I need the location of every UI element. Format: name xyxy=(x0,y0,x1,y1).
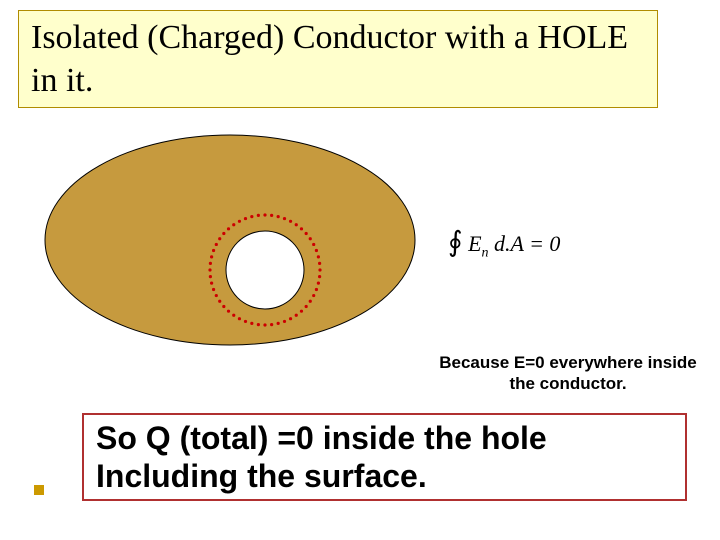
gaussian-dot xyxy=(244,217,247,220)
gaussian-dot xyxy=(315,288,318,291)
gaussian-dot xyxy=(238,220,241,223)
gaussian-dot xyxy=(300,227,303,230)
gaussian-dot xyxy=(289,317,292,320)
gaussian-dot xyxy=(257,323,260,326)
gaussian-dot xyxy=(295,314,298,317)
gaussian-dot xyxy=(315,249,318,252)
gaussian-dot xyxy=(309,300,312,303)
gaussian-dot xyxy=(222,305,225,308)
eq-E: E xyxy=(468,231,481,256)
gaussian-dot xyxy=(318,275,321,278)
conclusion-box: So Q (total) =0 inside the hole Includin… xyxy=(82,413,687,501)
gaussian-dot xyxy=(208,268,211,271)
gaussian-dot xyxy=(222,232,225,235)
gaussian-dot xyxy=(232,314,235,317)
slide-title: Isolated (Charged) Conductor with a HOLE… xyxy=(31,17,645,102)
gaussian-dot xyxy=(218,237,221,240)
gaussian-dot xyxy=(289,220,292,223)
conductor-diagram xyxy=(40,130,420,350)
gaussian-dot xyxy=(312,294,315,297)
gaussian-dot xyxy=(317,282,320,285)
gaussian-dot xyxy=(283,320,286,323)
gauss-equation: ∮ En d.A = 0 xyxy=(448,225,560,261)
gaussian-dot xyxy=(227,310,230,313)
gaussian-dot xyxy=(232,223,235,226)
gaussian-dot xyxy=(215,243,218,246)
gaussian-dot xyxy=(227,227,230,230)
integral-sign: ∮ xyxy=(448,227,463,258)
gaussian-dot xyxy=(270,323,273,326)
gaussian-dot xyxy=(309,237,312,240)
gaussian-dot xyxy=(318,262,321,265)
gaussian-dot xyxy=(250,322,253,325)
gaussian-dot xyxy=(283,217,286,220)
eq-sub-n: n xyxy=(482,245,489,260)
gaussian-dot xyxy=(257,214,260,217)
gaussian-dot xyxy=(318,268,321,271)
gaussian-dot xyxy=(209,275,212,278)
accent-square xyxy=(34,485,44,495)
gaussian-dot xyxy=(218,300,221,303)
gaussian-dot xyxy=(210,255,213,258)
gaussian-dot xyxy=(212,288,215,291)
gaussian-dot xyxy=(317,255,320,258)
gaussian-dot xyxy=(238,317,241,320)
gaussian-dot xyxy=(312,243,315,246)
conductor-ellipse xyxy=(45,135,415,345)
gaussian-dot xyxy=(270,214,273,217)
hole-circle xyxy=(226,231,304,309)
gaussian-dot xyxy=(244,320,247,323)
gaussian-dot xyxy=(305,305,308,308)
conclusion-text: So Q (total) =0 inside the hole Includin… xyxy=(96,419,673,496)
because-text: Because E=0 everywhere inside the conduc… xyxy=(428,352,708,395)
gaussian-dot xyxy=(209,262,212,265)
gaussian-dot xyxy=(212,249,215,252)
gaussian-dot xyxy=(277,322,280,325)
gaussian-dot xyxy=(250,215,253,218)
gaussian-dot xyxy=(305,232,308,235)
gaussian-dot xyxy=(263,323,266,326)
gaussian-dot xyxy=(300,310,303,313)
gaussian-dot xyxy=(210,282,213,285)
gaussian-dot xyxy=(277,215,280,218)
gaussian-dot xyxy=(295,223,298,226)
eq-rest: d.A = 0 xyxy=(489,231,561,256)
gaussian-dot xyxy=(215,294,218,297)
title-box: Isolated (Charged) Conductor with a HOLE… xyxy=(18,10,658,108)
gaussian-dot xyxy=(263,213,266,216)
